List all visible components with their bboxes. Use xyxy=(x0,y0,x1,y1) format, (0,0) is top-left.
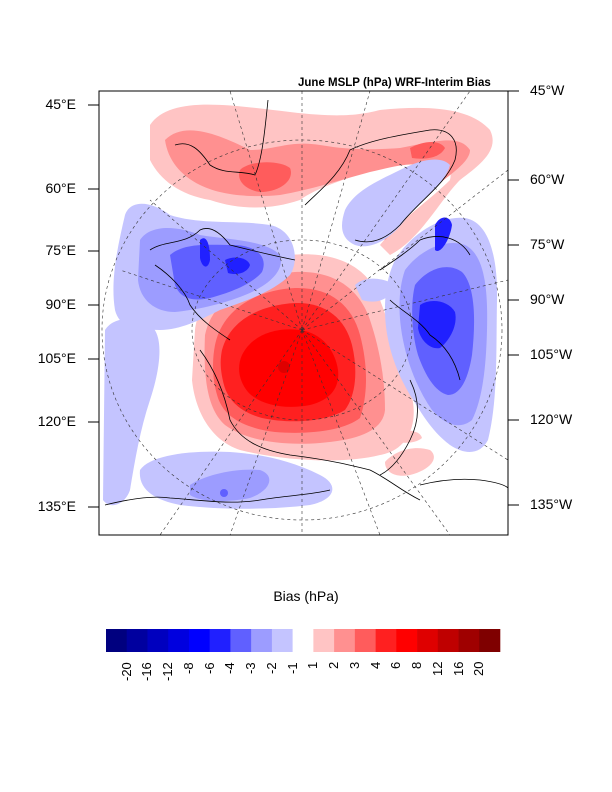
contour-pos-max xyxy=(278,361,290,373)
contour-west-neg xyxy=(103,319,160,506)
colorbar-tick-label: 16 xyxy=(450,661,466,676)
colorbar-tick-label: -12 xyxy=(160,662,176,681)
colorbar-box xyxy=(313,629,335,652)
right-axis-label: 45°W xyxy=(530,82,565,98)
right-axis-label: 60°W xyxy=(530,171,565,187)
plot-frame xyxy=(98,90,509,536)
colorbar-tick-label: 1 xyxy=(305,661,321,669)
colorbar-tick-label: 4 xyxy=(367,661,383,669)
contour-can-neg-l4b xyxy=(435,217,452,251)
colorbar-title: Bias (hPa) xyxy=(273,588,339,604)
contour-field xyxy=(101,91,508,535)
colorbar-tick-label: -4 xyxy=(222,662,238,674)
contour-pos-band-l3b xyxy=(410,142,445,159)
colorbar-box xyxy=(209,629,231,652)
colorbar-tick-label: -8 xyxy=(180,662,196,674)
right-axis-label: 135°W xyxy=(530,496,573,512)
colorbar-box xyxy=(354,629,376,652)
colorbar-tick-label: 2 xyxy=(326,661,342,669)
graticule xyxy=(101,91,508,535)
left-ticks xyxy=(88,104,99,508)
colorbar-tick-label: -16 xyxy=(139,662,155,681)
colorbar-box xyxy=(458,629,480,652)
colorbar-box xyxy=(334,629,356,652)
colorbar-box xyxy=(292,629,314,652)
contour-sib-neg-min xyxy=(220,489,228,497)
coastlines xyxy=(104,99,508,506)
right-axis-label: 105°W xyxy=(530,346,573,362)
colorbar-tick-label: 8 xyxy=(409,661,425,669)
right-axis-label: 75°W xyxy=(530,236,565,252)
colorbar-box xyxy=(168,629,190,652)
colorbar-box xyxy=(375,629,397,652)
contour-sib-neg-l2 xyxy=(190,469,270,502)
colorbar-box xyxy=(417,629,439,652)
contour-greenland-neg xyxy=(342,159,450,247)
left-axis-label: 75°E xyxy=(45,242,76,258)
colorbar-box xyxy=(126,629,148,652)
contour-eu-neg-l4b xyxy=(200,238,210,267)
colorbar-tick-label: 20 xyxy=(471,661,487,676)
right-ticks xyxy=(508,90,519,506)
plot-title: June MSLP (hPa) WRF-Interim Bias xyxy=(298,77,491,89)
colorbar-box xyxy=(479,629,501,652)
right-axis-label: 90°W xyxy=(530,291,565,307)
colorbar-box xyxy=(147,629,169,652)
colorbar xyxy=(106,629,501,652)
colorbar-tick-label: -2 xyxy=(263,662,279,674)
contour-ak-pos2 xyxy=(395,430,422,443)
contour-can-neg-l4 xyxy=(418,300,456,349)
colorbar-tick-label: -20 xyxy=(118,662,134,681)
colorbar-tick-label: 6 xyxy=(388,661,404,669)
left-axis-label: 90°E xyxy=(45,296,76,312)
colorbar-box xyxy=(271,629,293,652)
right-axis-label: 120°W xyxy=(530,411,573,427)
colorbar-box xyxy=(437,629,459,652)
left-axis-label: 60°E xyxy=(45,180,76,196)
left-axis-label: 105°E xyxy=(37,350,76,366)
colorbar-tick-label: 3 xyxy=(346,661,362,669)
contour-pos-band-l3 xyxy=(239,162,291,192)
left-axis-label: 120°E xyxy=(37,413,76,429)
colorbar-tick-label: -6 xyxy=(201,662,217,674)
colorbar-box xyxy=(106,629,128,652)
colorbar-box xyxy=(230,629,252,652)
colorbar-tick-label: -1 xyxy=(284,662,300,674)
contour-eu-neg-l4 xyxy=(225,257,250,275)
colorbar-box xyxy=(188,629,210,652)
left-axis-label: 135°E xyxy=(37,498,76,514)
contour-can-neg-l1b xyxy=(355,278,395,302)
colorbar-tick-label: -3 xyxy=(243,662,259,674)
contour-ak-pos xyxy=(385,448,434,476)
left-axis-label: 45°E xyxy=(45,96,76,112)
colorbar-tick-label: 12 xyxy=(429,661,445,676)
contour-pos-band-l2 xyxy=(165,130,470,240)
colorbar-box xyxy=(396,629,418,652)
colorbar-box xyxy=(251,629,273,652)
